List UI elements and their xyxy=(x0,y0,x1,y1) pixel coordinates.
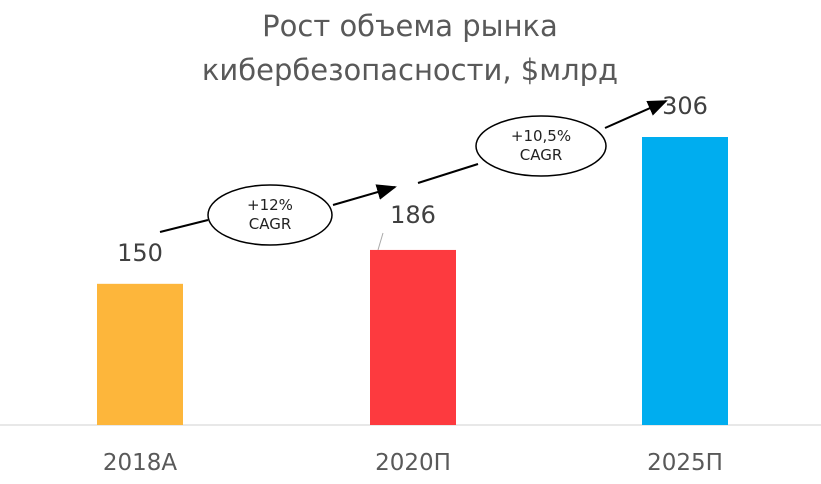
x-tick-label: 2018А xyxy=(102,450,178,476)
data-label: 186 xyxy=(390,200,436,229)
arrow xyxy=(604,100,668,129)
x-tick-label: 2020П xyxy=(375,450,451,476)
annotation: +12% CAGR xyxy=(247,196,293,233)
x-tick-label: 2025П xyxy=(647,450,723,476)
annotation-ellipse xyxy=(207,184,333,246)
arrow xyxy=(159,219,209,233)
data-label: 150 xyxy=(117,238,163,267)
bar xyxy=(642,137,728,425)
data-label: 306 xyxy=(662,92,708,120)
chart-title: Рост объема рынка кибербезопасности, $мл… xyxy=(201,9,619,87)
leader-line xyxy=(377,232,384,251)
bar xyxy=(370,249,456,425)
arrow xyxy=(332,184,397,206)
arrow xyxy=(417,163,479,184)
annotation-ellipse xyxy=(475,115,607,177)
bar xyxy=(97,283,183,425)
annotation: +10,5% CAGR xyxy=(510,127,572,164)
